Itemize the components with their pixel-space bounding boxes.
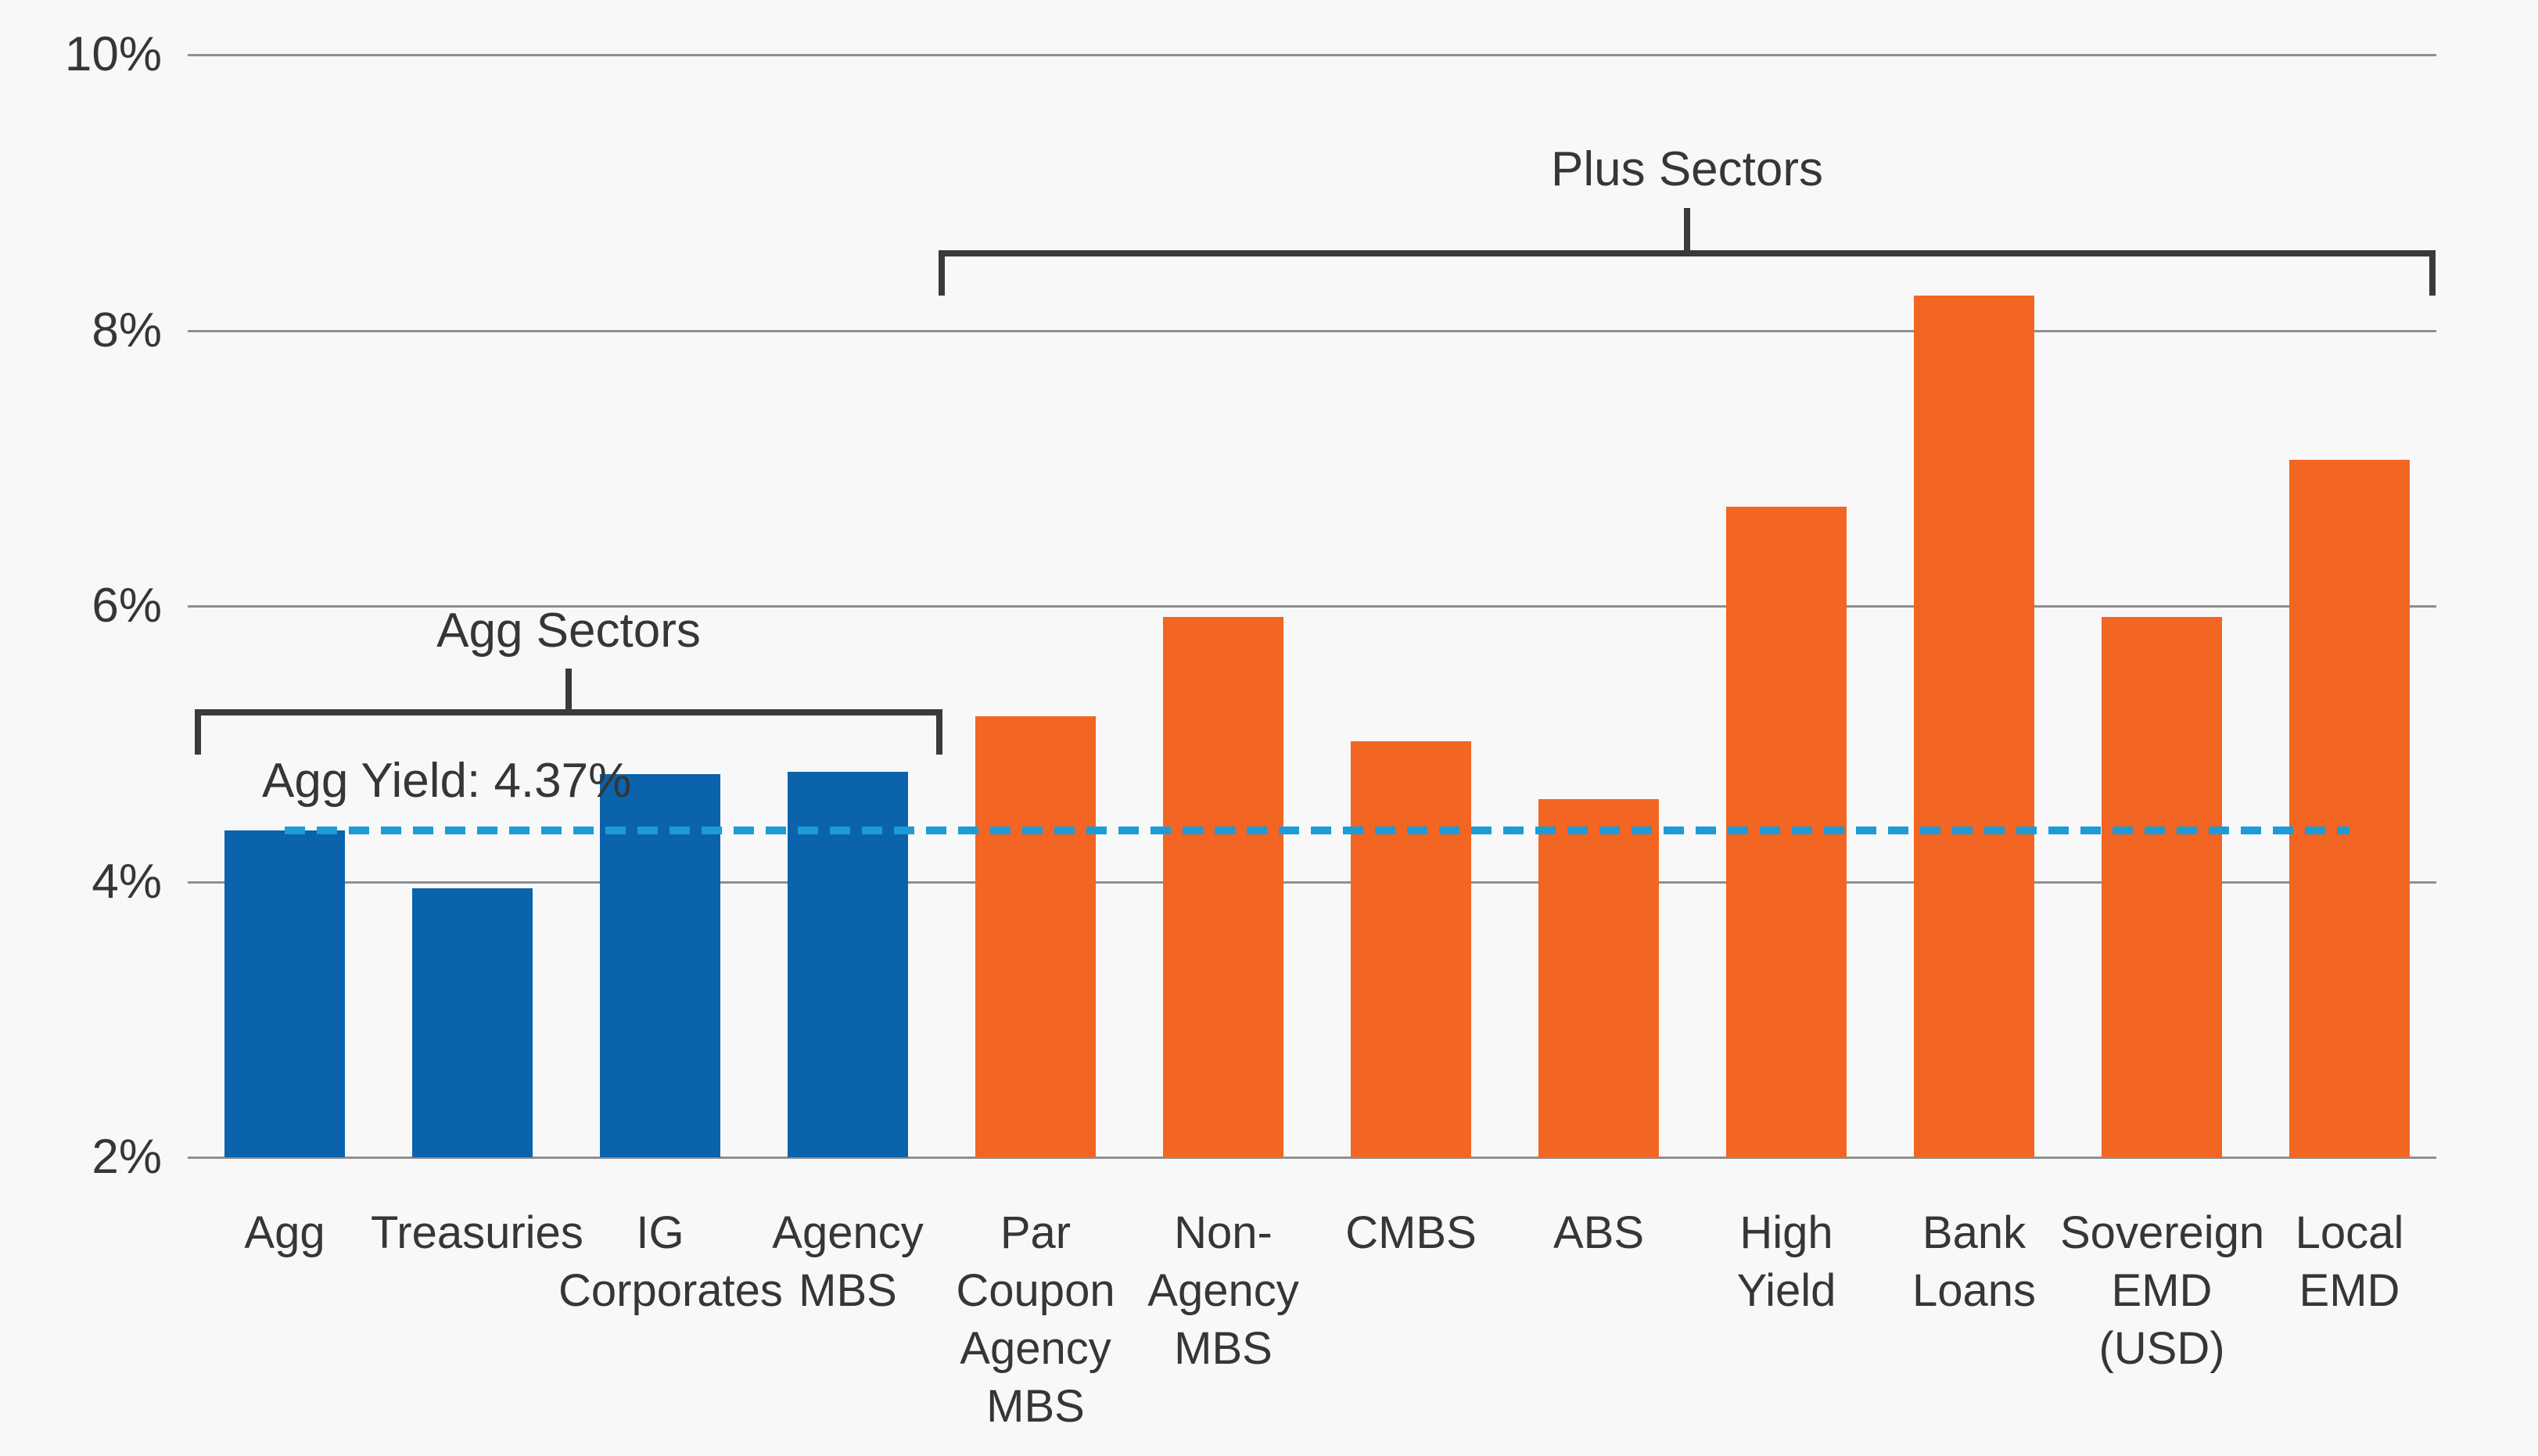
agg-sectors-group-label: Agg Sectors [436, 604, 701, 658]
x-tick-label-treasuries: Treasuries [371, 1207, 583, 1258]
agg-yield-reference-label: Agg Yield: 4.37% [262, 754, 632, 808]
y-tick-label-8pct: 8% [92, 303, 162, 357]
x-tick-label-agg: Agg [244, 1207, 325, 1258]
bar-abs [1538, 798, 1659, 1157]
y-tick-label-6pct: 6% [92, 579, 162, 633]
gridline-6pct [188, 605, 2436, 608]
y-tick-label-4pct: 4% [92, 854, 162, 909]
bar-agg [224, 830, 345, 1157]
x-tick-label-bank-loans: Bank Loans [1912, 1207, 2037, 1316]
agg-yield-reference-line [285, 827, 2350, 834]
plus-sectors-bracket [939, 250, 2436, 296]
y-tick-label-10pct: 10% [64, 27, 162, 81]
plus-sectors-bracket-tick [1684, 208, 1690, 256]
plus-sectors-group-label: Plus Sectors [1550, 142, 1824, 196]
bar-par-coupon-agency-mbs [975, 716, 1096, 1157]
agg-sectors-bracket [195, 709, 942, 755]
bar-treasuries [412, 888, 533, 1157]
bar-bank-loans [1914, 296, 2034, 1157]
gridline-8pct [188, 329, 2436, 332]
bar-agency-mbs [788, 771, 908, 1157]
x-tick-label-high-yield: High Yield [1736, 1207, 1836, 1316]
x-tick-label-ig-corporates: IG Corporates [558, 1207, 783, 1316]
gridline-10pct [188, 54, 2436, 56]
bar-local-emd [2289, 460, 2410, 1157]
x-tick-label-abs: ABS [1553, 1207, 1645, 1258]
x-tick-label-par-coupon-agency-mbs: Par Coupon Agency MBS [956, 1207, 1115, 1432]
y-tick-label-2pct: 2% [92, 1130, 162, 1184]
gridline-4pct [188, 880, 2436, 884]
x-tick-label-sovereign-emd-(usd): Sovereign EMD (USD) [2060, 1207, 2265, 1374]
bar-non--agency-mbs [1163, 617, 1283, 1157]
bar-ig-corporates [600, 774, 720, 1157]
gridline-2pct [188, 1157, 2436, 1159]
x-tick-label-local-emd: Local EMD [2295, 1207, 2404, 1316]
agg-sectors-bracket-tick [565, 669, 572, 715]
bar-cmbs [1351, 741, 1471, 1157]
bar-sovereign-emd-(usd) [2102, 617, 2222, 1157]
x-tick-label-cmbs: CMBS [1345, 1207, 1477, 1258]
x-tick-label-agency-mbs: Agency MBS [772, 1207, 924, 1316]
x-tick-label-non--agency-mbs: Non- Agency MBS [1147, 1207, 1299, 1374]
